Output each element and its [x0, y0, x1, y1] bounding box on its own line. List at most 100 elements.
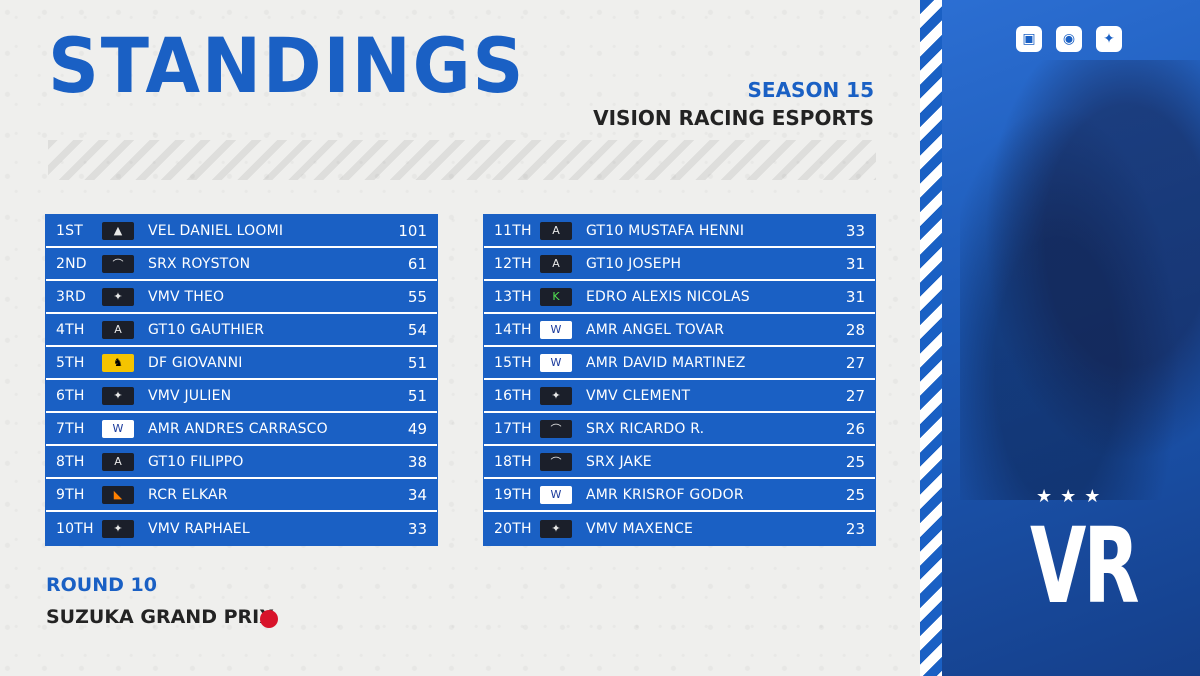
japan-flag-icon: [260, 610, 278, 628]
position: 9TH: [56, 486, 85, 503]
williams-icon: W: [540, 320, 572, 339]
driver-name: AMR KRISROF GODOR: [586, 486, 744, 503]
table-row: 15TH W AMR DAVID MARTINEZ 27: [484, 347, 875, 380]
alpine-icon: A: [102, 320, 134, 339]
driver-name: EDRO ALEXIS NICOLAS: [586, 288, 750, 305]
table-row: 8TH A GT10 FILIPPO 38: [46, 446, 437, 479]
table-row: 17TH ⌒ SRX RICARDO R. 26: [484, 413, 875, 446]
points: 34: [407, 485, 427, 504]
stars-icon: ★★★: [1036, 486, 1109, 507]
position: 4TH: [56, 321, 85, 338]
mercedes-icon: ✦: [540, 519, 572, 538]
position: 7TH: [56, 420, 85, 437]
season-label: SEASON 15: [747, 78, 874, 102]
position: 3RD: [56, 288, 87, 305]
points: 23: [845, 519, 865, 538]
position: 5TH: [56, 354, 85, 371]
driver-name: DF GIOVANNI: [148, 354, 243, 371]
table-row: 14TH W AMR ANGEL TOVAR 28: [484, 314, 875, 347]
driver-name: VEL DANIEL LOOMI: [148, 222, 284, 239]
position: 13TH: [494, 288, 532, 305]
grand-prix-name: SUZUKA GRAND PRIX: [46, 606, 274, 628]
points: 54: [407, 320, 427, 339]
aston-martin-icon: ⌒: [540, 419, 572, 438]
driver-name: SRX RICARDO R.: [586, 420, 705, 437]
position: 12TH: [494, 255, 532, 272]
driver-name: VMV JULIEN: [148, 387, 232, 404]
position: 19TH: [494, 486, 532, 503]
table-row: 16TH ✦ VMV CLEMENT 27: [484, 380, 875, 413]
table-row: 7TH W AMR ANDRES CARRASCO 49: [46, 413, 437, 446]
position: 20TH: [494, 520, 532, 537]
points: 101: [398, 221, 427, 240]
position: 8TH: [56, 453, 85, 470]
points: 61: [407, 254, 427, 273]
table-row: 6TH ✦ VMV JULIEN 51: [46, 380, 437, 413]
discord-icon[interactable]: ◉: [1056, 26, 1082, 52]
position: 6TH: [56, 387, 85, 404]
points: 51: [407, 353, 427, 372]
points: 33: [845, 221, 865, 240]
team-name: VISION RACING ESPORTS: [593, 106, 874, 130]
mercedes-icon: ✦: [102, 386, 134, 405]
table-row: 12TH A GT10 JOSEPH 31: [484, 248, 875, 281]
alpine-icon: A: [102, 452, 134, 471]
position: 11TH: [494, 222, 532, 239]
position: 10TH: [56, 520, 94, 537]
williams-icon: W: [540, 485, 572, 504]
kick-sauber-icon: K: [540, 287, 572, 306]
driver-name: RCR ELKAR: [148, 486, 228, 503]
points: 51: [407, 386, 427, 405]
williams-icon: W: [102, 419, 134, 438]
driver-name: GT10 FILIPPO: [148, 453, 244, 470]
social-links: ▣ ◉ ✦: [1016, 26, 1122, 52]
mclaren-icon: ◣: [102, 485, 134, 504]
table-row: 10TH ✦ VMV RAPHAEL 33: [46, 512, 437, 545]
page-title: STANDINGS: [48, 21, 526, 110]
standings-table-right: 11TH A GT10 MUSTAFA HENNI 33 12TH A GT10 JOSE…: [483, 214, 876, 546]
table-row: 11TH A GT10 MUSTAFA HENNI 33: [484, 215, 875, 248]
round-label: ROUND 10: [46, 574, 157, 596]
table-row: 19TH W AMR KRISROF GODOR 25: [484, 479, 875, 512]
mercedes-icon: ✦: [540, 386, 572, 405]
position: 17TH: [494, 420, 532, 437]
position: 18TH: [494, 453, 532, 470]
driver-name: GT10 JOSEPH: [586, 255, 682, 272]
points: 27: [845, 353, 865, 372]
driver-name: VMV MAXENCE: [586, 520, 694, 537]
table-row: 3RD ✦ VMV THEO 55: [46, 281, 437, 314]
points: 31: [845, 254, 865, 273]
points: 55: [407, 287, 427, 306]
points: 28: [845, 320, 865, 339]
points: 31: [845, 287, 865, 306]
twitch-icon[interactable]: ▣: [1016, 26, 1042, 52]
haas-icon: ▲: [102, 221, 134, 240]
ferrari-icon: ♞: [102, 353, 134, 372]
driver-name: GT10 MUSTAFA HENNI: [586, 222, 745, 239]
aston-martin-icon: ⌒: [540, 452, 572, 471]
driver-name: VMV CLEMENT: [586, 387, 691, 404]
twitter-icon[interactable]: ✦: [1096, 26, 1122, 52]
points: 49: [407, 419, 427, 438]
driver-name: AMR ANGEL TOVAR: [586, 321, 725, 338]
driver-name: VMV RAPHAEL: [148, 520, 250, 537]
driver-name: VMV THEO: [148, 288, 225, 305]
mercedes-icon: ✦: [102, 287, 134, 306]
position: 15TH: [494, 354, 532, 371]
table-row: 18TH ⌒ SRX JAKE 25: [484, 446, 875, 479]
points: 26: [845, 419, 865, 438]
points: 33: [407, 519, 427, 538]
table-row: 5TH ♞ DF GIOVANNI 51: [46, 347, 437, 380]
vr-logo: VR: [1030, 505, 1140, 627]
position: 14TH: [494, 321, 532, 338]
alpine-icon: A: [540, 254, 572, 273]
race-car-image: [960, 60, 1200, 500]
mercedes-icon: ✦: [102, 519, 134, 538]
standings-table-left: 1ST ▲ VEL DANIEL LOOMI 101 2ND ⌒ SRX ROYSTON 6…: [45, 214, 438, 546]
position: 1ST: [56, 222, 83, 239]
table-row: 9TH ◣ RCR ELKAR 34: [46, 479, 437, 512]
decorative-hatch: [48, 140, 876, 180]
points: 27: [845, 386, 865, 405]
driver-name: SRX JAKE: [586, 453, 652, 470]
table-row: 4TH A GT10 GAUTHIER 54: [46, 314, 437, 347]
